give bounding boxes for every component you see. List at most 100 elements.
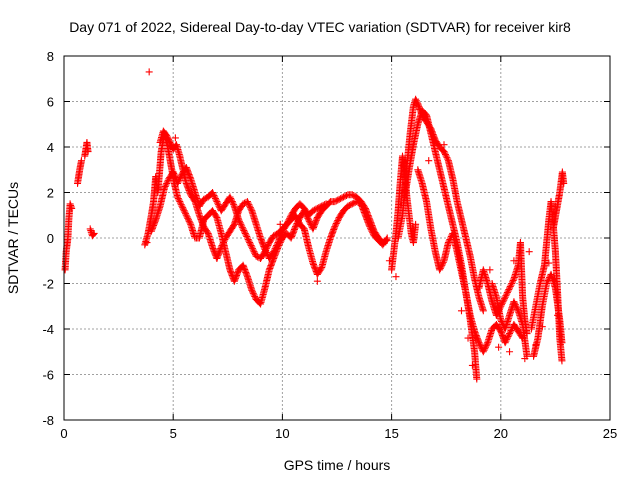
data-point — [543, 278, 551, 286]
x-tick-label: 10 — [275, 426, 289, 441]
y-tick-labels: -8 -6 -4 -2 0 2 4 6 8 — [42, 49, 54, 428]
data-point — [227, 195, 235, 203]
data-point — [220, 237, 228, 245]
data-point — [508, 280, 516, 287]
data-point — [344, 202, 352, 210]
data-point — [481, 345, 489, 353]
data-point — [183, 213, 191, 221]
data-point — [248, 243, 256, 251]
data-point — [483, 340, 491, 348]
data-point — [178, 202, 186, 210]
data-point — [270, 248, 278, 256]
data-point — [368, 227, 376, 235]
y-tick-label: -4 — [42, 322, 54, 337]
data-point — [440, 141, 448, 149]
data-point — [501, 339, 509, 347]
y-tick-label: -6 — [42, 368, 54, 383]
data-point — [249, 246, 257, 254]
data-point — [335, 195, 343, 203]
data-point — [507, 327, 515, 335]
data-point — [249, 288, 257, 296]
data-point — [440, 148, 448, 156]
data-point — [272, 243, 280, 251]
data-point — [270, 232, 278, 240]
data-point — [510, 257, 518, 265]
data-point — [317, 265, 325, 273]
data-point — [251, 292, 259, 300]
x-tick-label: 25 — [603, 426, 617, 441]
data-point — [179, 204, 187, 212]
data-point — [313, 277, 321, 285]
data-point — [226, 193, 234, 201]
data-point — [180, 207, 188, 215]
data-point — [502, 337, 510, 345]
data-point — [392, 273, 400, 281]
data-point — [558, 339, 566, 347]
data-point — [186, 219, 194, 227]
data-point — [241, 229, 249, 237]
data-point — [238, 223, 246, 231]
data-point — [239, 225, 247, 233]
data-point — [543, 280, 551, 287]
data-point — [382, 235, 390, 243]
data-point — [174, 195, 182, 203]
data-point — [176, 152, 184, 160]
y-tick-label: -8 — [42, 413, 54, 428]
data-point — [252, 252, 260, 260]
data-point — [68, 204, 76, 212]
data-point — [174, 178, 182, 186]
data-point — [90, 229, 98, 237]
data-point — [509, 276, 517, 284]
data-point — [143, 239, 151, 247]
x-tick-label: 20 — [494, 426, 508, 441]
data-point — [273, 240, 281, 248]
data-point — [262, 248, 270, 256]
data-point — [514, 305, 522, 313]
y-tick-label: 2 — [47, 186, 54, 201]
data-point — [176, 199, 184, 207]
y-axis-label: SDTVAR / TECUs — [5, 182, 21, 294]
data-point — [248, 286, 256, 294]
data-point — [486, 266, 494, 274]
data-point — [243, 234, 251, 242]
data-point — [441, 149, 449, 157]
data-point — [245, 201, 253, 209]
data-point — [176, 198, 184, 206]
data-point — [182, 210, 190, 218]
data-point — [497, 316, 505, 324]
data-point — [334, 217, 342, 225]
data-point — [318, 202, 326, 210]
data-point — [182, 211, 190, 219]
data-point — [250, 248, 258, 256]
data-point — [511, 301, 519, 309]
data-point — [506, 283, 514, 291]
data-point — [316, 203, 324, 211]
data-point — [347, 201, 355, 209]
data-point — [506, 328, 514, 336]
data-point — [532, 341, 540, 349]
data-point — [218, 242, 226, 250]
chart-title: Day 071 of 2022, Sidereal Day-to-day VTE… — [69, 19, 571, 35]
data-point — [276, 220, 284, 228]
data-point — [163, 178, 171, 186]
data-point — [246, 202, 254, 210]
data-point — [332, 197, 340, 205]
data-point — [412, 95, 420, 103]
data-point — [77, 157, 85, 165]
data-point — [294, 216, 302, 224]
data-point — [369, 229, 377, 237]
data-point — [84, 148, 92, 156]
data-point — [210, 192, 218, 200]
data-point — [184, 214, 192, 222]
y-tick-label: 6 — [47, 95, 54, 110]
data-point — [348, 191, 356, 199]
data-point — [227, 196, 235, 204]
data-point — [498, 317, 506, 325]
data-point — [503, 290, 511, 298]
data-point — [473, 375, 481, 383]
data-point — [247, 242, 255, 250]
data-point — [436, 264, 444, 272]
data-point — [331, 198, 339, 206]
data-point — [174, 179, 182, 187]
